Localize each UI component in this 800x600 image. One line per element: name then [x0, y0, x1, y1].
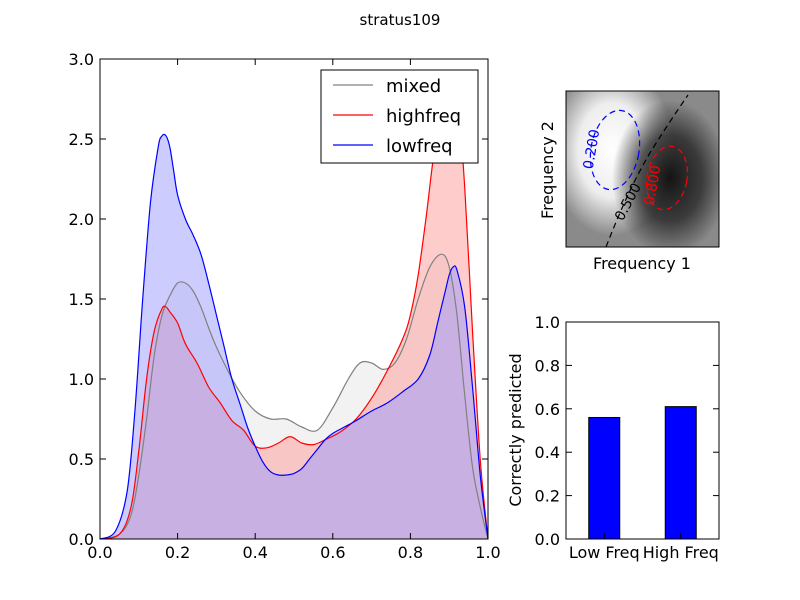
heatmap-dark-region — [612, 100, 719, 247]
contour-0.800 — [645, 145, 689, 211]
series-line-lowfreq — [99, 133, 489, 540]
y-tick-label: 2.5 — [69, 130, 94, 149]
bar-y-tick-label: 0.8 — [535, 356, 560, 375]
y-tick-label: 1.0 — [69, 370, 94, 389]
density-fills — [100, 73, 488, 540]
y-tick-label: 0.0 — [69, 530, 94, 549]
density-plot: 0.0 0.2 0.4 0.6 0.8 1.0 0.0 0.5 1.0 1.5 2.0 2.5 3.0… — [69, 50, 501, 562]
x-tick-label: 0.0 — [87, 543, 112, 562]
area-lowfreq — [100, 134, 488, 539]
frequency-heatmap: 0.200 0.500 0.800 Frequency 1 Frequency … — [538, 90, 720, 273]
x-tick-label: 0.2 — [165, 543, 190, 562]
heatmap-frame — [565, 90, 720, 248]
bar-y-tick-label: 0.6 — [535, 400, 560, 419]
y-tick-label: 0.5 — [69, 450, 94, 469]
legend-label-highfreq: highfreq — [386, 106, 461, 127]
bar-y-label: Correctly predicted — [506, 353, 525, 506]
bar-y-axis: 0.0 0.2 0.4 0.6 0.8 1.0 — [535, 313, 719, 549]
x-tick-label: 0.4 — [242, 543, 267, 562]
bar-x-tick-label: High Freq — [643, 543, 719, 562]
bar-x-tick-label: Low Freq — [569, 543, 640, 562]
bar-plot-frame — [565, 321, 720, 540]
legend-label-mixed: mixed — [386, 76, 441, 97]
contour-label-0.800: 0.800 — [642, 164, 665, 206]
y-tick-label: 2.0 — [69, 210, 94, 229]
contour-0.200 — [589, 109, 641, 191]
x-tick-label: 0.6 — [320, 543, 345, 562]
bar-y-tick-label: 0.2 — [535, 487, 560, 506]
heatmap-image — [566, 91, 719, 247]
density-y-axis: 0.0 0.5 1.0 1.5 2.0 2.5 3.0 — [69, 50, 488, 549]
bars — [588, 406, 697, 540]
figure-title: stratus109 — [360, 11, 441, 29]
x-tick-label: 1.0 — [475, 543, 500, 562]
bar-x-axis: Low Freq High Freq — [569, 533, 719, 562]
heatmap-x-label: Frequency 1 — [593, 254, 691, 273]
bar-low-freq — [588, 416, 621, 540]
bar-y-tick-label: 1.0 — [535, 313, 560, 332]
contour-label-0.200: 0.200 — [581, 128, 604, 170]
bar-y-tick-label: 0.4 — [535, 443, 560, 462]
heatmap-y-label: Frequency 2 — [538, 121, 557, 219]
legend-label-lowfreq: lowfreq — [386, 136, 453, 157]
y-tick-label: 1.5 — [69, 290, 94, 309]
density-x-axis: 0.0 0.2 0.4 0.6 0.8 1.0 — [87, 59, 501, 562]
contour-0.500 — [605, 94, 689, 247]
bar-y-tick-label: 0.0 — [535, 530, 560, 549]
y-tick-label: 3.0 — [69, 50, 94, 69]
bar-high-freq — [664, 406, 697, 540]
x-tick-label: 0.8 — [398, 543, 423, 562]
accuracy-bar-chart: 0.0 0.2 0.4 0.6 0.8 1.0 Low Freq High Freq Cor… — [506, 313, 720, 562]
series-line-mixed — [99, 253, 489, 540]
legend: mixed highfreq lowfreq — [320, 69, 479, 164]
